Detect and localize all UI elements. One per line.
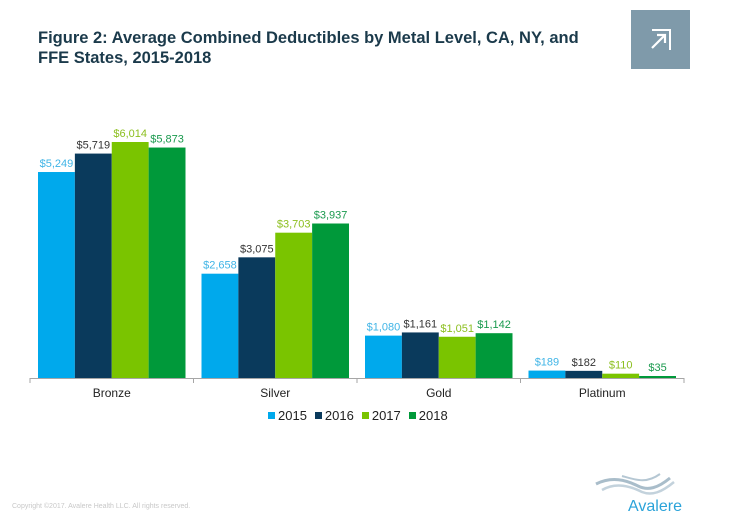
bar-platinum-2017	[602, 373, 640, 378]
logo-text: Avalere	[628, 498, 682, 515]
copyright-text: Copyright ©2017. Avalere Health LLC. All…	[12, 503, 191, 510]
bar-gold-2017	[438, 336, 476, 378]
bar-bronze-2015	[38, 172, 75, 378]
data-label-platinum-2016: $182	[572, 357, 596, 369]
legend-item-2018: 2018	[408, 408, 448, 423]
legend-swatch-2018	[408, 412, 416, 419]
chart-title-line1: Figure 2: Average Combined Deductibles b…	[38, 29, 579, 47]
data-label-gold-2015: $1,080	[367, 322, 401, 334]
data-label-gold-2017: $1,051	[440, 323, 474, 335]
bar-gold-2018	[475, 333, 513, 378]
expand-arrow-icon	[651, 29, 671, 50]
bar-silver-2018	[312, 223, 349, 378]
legend-item-2016: 2016	[314, 408, 354, 423]
legend-swatch-2017	[361, 412, 369, 419]
bar-bronze-2018	[148, 147, 186, 378]
chart-title-line2: FFE States, 2015-2018	[38, 49, 212, 67]
bar-platinum-2015	[528, 370, 566, 378]
legend-label-2015: 2015	[278, 408, 307, 423]
category-label-platinum: Platinum	[579, 386, 626, 400]
legend-item-2015: 2015	[268, 408, 307, 423]
data-label-platinum-2018: $35	[648, 362, 666, 374]
bar-bronze-2017	[111, 142, 149, 378]
legend-label-2018: 2018	[418, 408, 448, 423]
bar-platinum-2016	[565, 370, 603, 378]
data-label-silver-2017: $3,703	[277, 219, 311, 231]
legend-swatch-2015	[268, 412, 275, 419]
data-label-gold-2016: $1,161	[403, 318, 437, 330]
category-label-silver: Silver	[260, 386, 290, 400]
bar-gold-2016	[401, 332, 439, 378]
data-label-platinum-2015: $189	[535, 357, 559, 369]
legend-label-2017: 2017	[371, 408, 401, 423]
expand-button[interactable]	[631, 10, 690, 69]
data-label-bronze-2018: $5,873	[150, 134, 184, 146]
data-label-silver-2018: $3,937	[314, 210, 348, 222]
data-label-bronze-2015: $5,249	[40, 158, 74, 170]
data-label-gold-2018: $1,142	[477, 319, 511, 331]
legend-swatch-2016	[314, 412, 322, 419]
category-label-gold: Gold	[426, 386, 451, 400]
bar-silver-2017	[275, 232, 313, 378]
bar-gold-2015	[365, 335, 402, 378]
chart-title: Figure 2: Average Combined Deductibles b…	[38, 28, 618, 68]
category-label-bronze: Bronze	[93, 386, 131, 400]
data-label-silver-2015: $2,658	[203, 260, 237, 272]
data-label-bronze-2017: $6,014	[113, 128, 147, 140]
bar-bronze-2016	[74, 153, 112, 378]
avalere-wave-icon	[595, 473, 675, 495]
data-label-silver-2016: $3,075	[240, 243, 274, 255]
data-label-bronze-2016: $5,719	[76, 140, 110, 152]
data-label-platinum-2017: $110	[609, 360, 633, 372]
chart-legend: 2015 2016 2017 2018	[268, 408, 448, 423]
avalere-logo: Avalere	[592, 470, 692, 518]
legend-label-2016: 2016	[324, 408, 354, 423]
bar-silver-2015	[201, 273, 239, 378]
bar-silver-2016	[238, 257, 276, 378]
bar-platinum-2018	[639, 376, 676, 378]
legend-item-2017: 2017	[361, 408, 401, 423]
